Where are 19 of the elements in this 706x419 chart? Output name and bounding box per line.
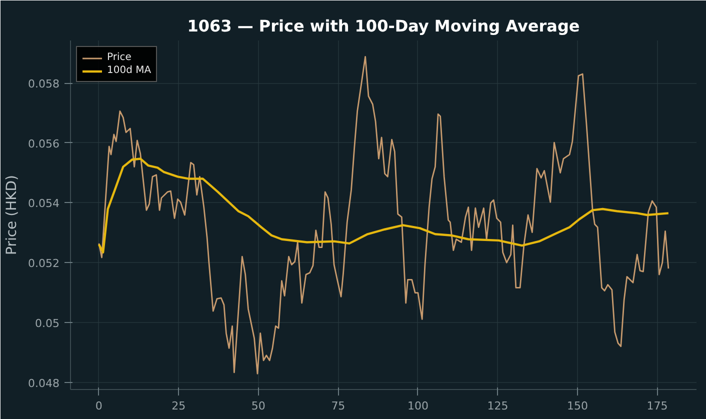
x-tick-label: 175 <box>646 400 668 412</box>
y-tick-label: 0.048 <box>28 376 60 390</box>
y-axis-title: Price (HKD) <box>4 174 20 256</box>
line-series <box>98 158 670 254</box>
x-tick-label: 50 <box>251 400 266 412</box>
x-tick-label: 150 <box>566 400 588 412</box>
y-tick-label: 0.05 <box>35 316 60 330</box>
x-tick-label: 25 <box>172 400 186 412</box>
y-tick-label: 0.058 <box>28 78 60 91</box>
y-tick-label: 0.054 <box>28 197 60 210</box>
y-tick-label: 0.052 <box>28 257 60 270</box>
x-tick-label: 125 <box>487 400 508 412</box>
x-tick-label: 75 <box>331 400 346 412</box>
legend-label: Price <box>107 52 132 63</box>
legend-label: 100d MA <box>107 65 152 76</box>
x-tick-label: 0 <box>95 400 102 412</box>
chart-title: 1063 — Price with 100-Day Moving Average <box>187 16 580 36</box>
x-tick-label: 100 <box>407 400 428 412</box>
y-tick-label: 0.056 <box>28 137 60 150</box>
